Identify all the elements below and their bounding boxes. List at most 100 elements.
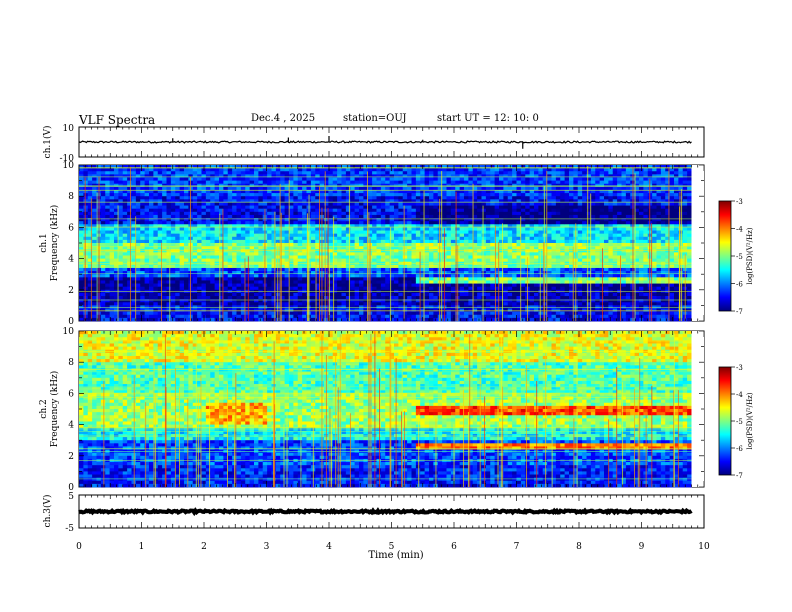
spec-cell bbox=[83, 317, 89, 322]
spec-cell bbox=[433, 308, 439, 313]
spec-cell bbox=[433, 246, 439, 250]
spec-cell bbox=[315, 308, 321, 313]
spec-cell bbox=[385, 227, 391, 231]
spec-cell bbox=[302, 264, 307, 269]
spec-cell bbox=[455, 189, 461, 194]
spec-cell bbox=[205, 308, 211, 313]
spec-cell bbox=[507, 283, 513, 288]
spec-cell bbox=[275, 239, 281, 244]
spec-cell bbox=[328, 218, 334, 222]
spec-cell bbox=[127, 214, 132, 219]
spec-cell bbox=[337, 274, 342, 278]
spec-cell bbox=[87, 230, 93, 235]
spec-cell bbox=[249, 224, 255, 228]
spec-cell bbox=[184, 189, 189, 194]
spec-cell bbox=[490, 186, 496, 191]
spec-cell bbox=[219, 205, 224, 210]
spec-cell bbox=[267, 211, 272, 216]
spec-cell bbox=[280, 267, 286, 272]
spec-cell bbox=[503, 277, 509, 281]
spec-cell bbox=[87, 283, 93, 288]
spec-cell bbox=[166, 286, 172, 291]
spec-cell bbox=[92, 239, 97, 244]
spec-cell bbox=[201, 302, 207, 306]
spec-cell bbox=[284, 174, 290, 178]
spec-cell bbox=[499, 317, 504, 322]
spec-cell bbox=[459, 274, 465, 278]
spec-cell bbox=[442, 193, 447, 197]
spec-cell bbox=[415, 292, 421, 297]
spec-cell bbox=[380, 214, 386, 219]
spec-cell bbox=[293, 186, 299, 191]
spec-cell bbox=[503, 317, 509, 322]
spec-cell bbox=[162, 302, 167, 306]
spec-cell bbox=[245, 208, 251, 213]
spec-cell bbox=[324, 199, 329, 203]
spec-cell bbox=[385, 165, 391, 169]
spec-cell bbox=[236, 211, 242, 216]
spec-cell bbox=[337, 227, 342, 231]
spec-cell bbox=[464, 193, 469, 197]
spec-cell bbox=[122, 314, 128, 319]
spec-cell bbox=[109, 308, 115, 313]
spec-cell bbox=[402, 227, 408, 231]
spec-cell bbox=[227, 258, 233, 263]
spec-cell bbox=[131, 227, 137, 231]
spec-cell bbox=[354, 205, 360, 210]
spec-cell bbox=[385, 286, 391, 291]
spec-cell bbox=[494, 264, 500, 269]
spec-cell bbox=[494, 211, 500, 216]
spec-cell bbox=[499, 274, 504, 278]
spec-cell bbox=[306, 177, 312, 181]
spec-cell bbox=[96, 171, 102, 175]
spec-cell bbox=[245, 249, 251, 253]
spec-cell bbox=[267, 224, 272, 228]
spec-cell bbox=[464, 274, 469, 278]
spec-cell bbox=[354, 165, 360, 169]
spec-cell bbox=[485, 286, 491, 291]
spec-cell bbox=[245, 264, 251, 269]
spec-cell bbox=[144, 180, 150, 185]
spec-cell bbox=[297, 189, 303, 194]
spec-cell bbox=[140, 239, 146, 244]
spec-cell bbox=[118, 171, 124, 175]
spec-cell bbox=[271, 218, 277, 222]
spec-cell bbox=[398, 208, 404, 213]
spec-cell bbox=[350, 202, 356, 206]
spec-cell bbox=[245, 280, 251, 284]
spec-cell bbox=[205, 165, 211, 169]
spec-cell bbox=[437, 189, 443, 194]
spec-cell bbox=[363, 224, 369, 228]
spec-cell bbox=[429, 292, 434, 297]
spec-cell bbox=[446, 314, 452, 319]
spec-cell bbox=[398, 292, 404, 297]
spec-cell bbox=[267, 205, 272, 210]
spec-cell bbox=[227, 246, 233, 250]
spec-cell bbox=[507, 233, 513, 238]
spec-cell bbox=[122, 189, 128, 194]
spec-cell bbox=[359, 246, 364, 250]
spec-cell bbox=[485, 214, 491, 219]
spec-cell bbox=[337, 249, 342, 253]
spec-cell bbox=[153, 296, 159, 300]
spec-cell bbox=[175, 314, 181, 319]
spec-cell bbox=[354, 249, 360, 253]
spec-cell bbox=[424, 311, 430, 316]
spec-cell bbox=[437, 255, 443, 259]
spec-cell bbox=[328, 246, 334, 250]
spec-cell bbox=[464, 227, 469, 231]
spec-cell bbox=[297, 214, 303, 219]
spec-cell bbox=[459, 168, 465, 172]
spec-cell bbox=[205, 258, 211, 263]
spec-cell bbox=[512, 227, 517, 231]
spec-cell bbox=[302, 311, 307, 316]
spec-cell bbox=[105, 193, 111, 197]
spec-cell bbox=[302, 230, 307, 235]
spec-cell bbox=[170, 180, 176, 185]
spec-cell bbox=[258, 271, 264, 275]
spec-cell bbox=[481, 271, 487, 275]
spec-cell bbox=[240, 233, 246, 238]
spec-cell bbox=[503, 243, 509, 247]
spec-cell bbox=[289, 249, 294, 253]
spec-cell bbox=[372, 252, 377, 256]
